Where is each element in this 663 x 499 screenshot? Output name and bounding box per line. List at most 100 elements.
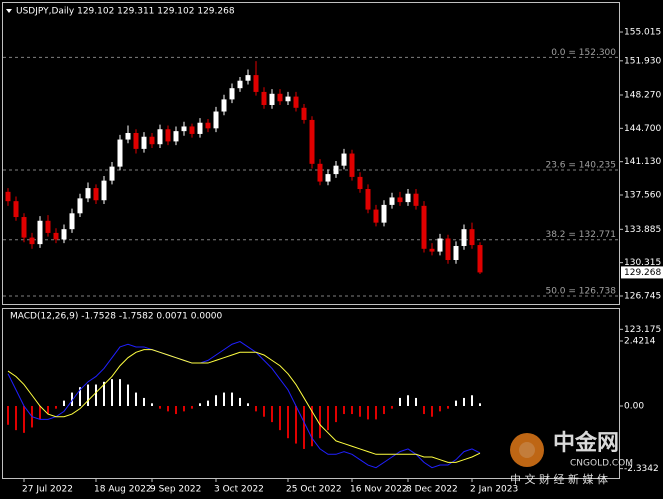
histogram-bar: [239, 397, 241, 406]
histogram-bar: [103, 381, 105, 406]
candle-body: [381, 204, 387, 223]
price-panel: [2, 2, 620, 305]
histogram-bar: [151, 403, 153, 406]
candle-body: [29, 237, 35, 245]
candle-body: [5, 191, 11, 202]
candle-body: [157, 129, 163, 145]
y-tick-label: 148.270: [624, 91, 661, 101]
candle-body: [229, 88, 235, 100]
candle-body: [269, 93, 275, 105]
histogram-bar: [159, 405, 161, 409]
candle-body: [389, 197, 395, 205]
candle-body: [173, 131, 179, 142]
candle-body: [205, 122, 211, 129]
site: CNGOLD.COM: [570, 459, 633, 469]
candle-body: [349, 153, 355, 177]
y-tick-label: 144.700: [624, 124, 661, 134]
histogram-bar: [431, 405, 433, 417]
candle-body: [53, 232, 59, 240]
histogram-bar: [223, 392, 225, 406]
menu-arrow: [6, 9, 12, 13]
histogram-bar: [447, 405, 449, 409]
candle-body: [21, 217, 27, 238]
candle-body: [333, 165, 339, 175]
candle-body: [301, 107, 307, 120]
x-tick-label: 2 Jan 2023: [470, 485, 518, 495]
histogram-bar: [143, 397, 145, 406]
candle-body: [61, 229, 67, 240]
candle-body: [69, 213, 75, 230]
candle-body: [341, 153, 347, 166]
histogram-bar: [23, 405, 25, 433]
candle-body: [317, 163, 323, 182]
histogram-bar: [327, 405, 329, 431]
histogram-bar: [367, 405, 369, 420]
y-tick-label: 133.885: [624, 225, 661, 235]
fib-label: 23.6 = 140.235: [545, 161, 616, 171]
y-tick-label: -2.3342: [624, 464, 659, 474]
candle-body: [373, 209, 379, 223]
candle-body: [445, 238, 451, 260]
histogram-bar: [87, 384, 89, 406]
x-tick-label: 27 Jul 2022: [22, 485, 73, 495]
histogram-bar: [343, 405, 345, 415]
histogram-bar: [79, 387, 81, 406]
x-tick-label: 8 Dec 2022: [406, 485, 458, 495]
candle-body: [37, 220, 43, 245]
brand: 中金网: [553, 430, 619, 456]
histogram-bar: [335, 405, 337, 423]
chart-title: USDJPY,Daily 129.102 129.311 129.102 129…: [16, 7, 235, 17]
histogram-bar: [127, 384, 129, 406]
watermark: 中金网 CNGOLD.COM 中 文 财 经 新 媒 体: [510, 430, 633, 486]
candle-body: [261, 91, 267, 105]
histogram-bar: [287, 405, 289, 439]
candle-body: [285, 96, 291, 102]
histogram-bar: [39, 405, 41, 420]
y-tick-label: 0.00: [624, 401, 644, 411]
candle-body: [181, 126, 187, 132]
histogram-bar: [303, 405, 305, 449]
fib-label: 38.2 = 132.771: [545, 230, 616, 240]
histogram-bar: [63, 400, 65, 406]
histogram-bar: [295, 405, 297, 444]
histogram-bar: [215, 395, 217, 406]
histogram-bar: [383, 405, 385, 415]
fib-label: 50.0 = 126.738: [545, 287, 616, 297]
candle-body: [213, 111, 219, 129]
histogram-bar: [231, 392, 233, 406]
histogram-bar: [55, 405, 57, 409]
histogram-bar: [7, 405, 9, 425]
macd-title: MACD(12,26,9) -1.7528 -1.7582 0.0071 0.0…: [10, 312, 223, 322]
histogram-bar: [463, 397, 465, 406]
histogram-bar: [271, 405, 273, 423]
histogram-bar: [391, 405, 393, 409]
histogram-bar: [399, 397, 401, 406]
candle-body: [141, 136, 147, 149]
y-tick-label: 155.015: [624, 28, 661, 38]
candle-body: [77, 198, 83, 214]
histogram-bar: [167, 405, 169, 412]
histogram-bar: [375, 405, 377, 420]
histogram-bar: [183, 405, 185, 412]
y-tick-label: 2.4214: [624, 337, 656, 347]
histogram-bar: [95, 384, 97, 406]
candle-body: [469, 229, 475, 246]
candle-body: [125, 133, 131, 140]
histogram-bar: [135, 392, 137, 406]
candle-body: [101, 180, 107, 201]
histogram-bar: [15, 405, 17, 431]
histogram-bar: [471, 395, 473, 406]
x-tick-label: 9 Sep 2022: [150, 485, 201, 495]
histogram-bar: [247, 403, 249, 406]
candle-body: [165, 129, 171, 142]
logo: [510, 433, 544, 467]
candle-body: [189, 126, 195, 134]
histogram-bar: [191, 405, 193, 409]
histogram-bar: [175, 405, 177, 415]
histogram-bar: [71, 392, 73, 406]
histogram-bar: [455, 400, 457, 406]
histogram-bar: [407, 395, 409, 406]
signal-line: [7, 349, 481, 463]
candle-body: [437, 238, 443, 252]
